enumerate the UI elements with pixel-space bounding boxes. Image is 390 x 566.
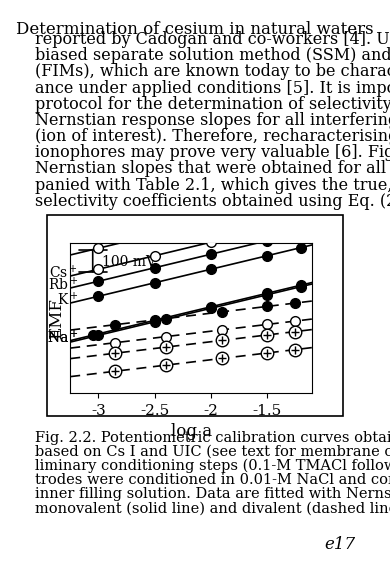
FancyBboxPatch shape — [47, 215, 343, 416]
Text: inner filling solution. Data are fitted with Nernstian response slopes for: inner filling solution. Data are fitted … — [35, 487, 390, 501]
Text: Cs$^+$: Cs$^+$ — [49, 264, 78, 281]
Text: Fig. 2.2. Potentiometric calibration curves obtained for PVC-DOS electrodes: Fig. 2.2. Potentiometric calibration cur… — [35, 430, 390, 444]
Text: 100 mV: 100 mV — [102, 254, 156, 268]
Text: Ca$^{2+}$: Ca$^{2+}$ — [0, 565, 1, 566]
Text: Ba$^{2+}$: Ba$^{2+}$ — [0, 565, 1, 566]
Text: biased separate solution method (SSM) and fixed interference methods: biased separate solution method (SSM) an… — [35, 47, 390, 64]
Text: ance under applied conditions [5]. It is important to point out that a: ance under applied conditions [5]. It is… — [35, 79, 390, 96]
Text: Rb$^+$: Rb$^+$ — [48, 276, 78, 293]
Text: reported by Cadogan and co-workers [4]. Unfortunately, they used the: reported by Cadogan and co-workers [4]. … — [35, 31, 390, 48]
Text: (ion of interest). Therefore, recharacterising and reevaluating existing: (ion of interest). Therefore, recharacte… — [35, 128, 390, 145]
Text: Li$^+$: Li$^+$ — [0, 565, 1, 566]
Text: monovalent (solid line) and divalent (dashed line) ions, respectively.: monovalent (solid line) and divalent (da… — [35, 501, 390, 515]
Text: trodes were conditioned in 0.01-M NaCl and contained 0.01-M NaCl as the: trodes were conditioned in 0.01-M NaCl a… — [35, 473, 390, 487]
Text: Sr$^{2+}$: Sr$^{2+}$ — [0, 565, 1, 566]
Text: Na$^+$: Na$^+$ — [46, 328, 78, 345]
Text: Nernstian response slopes for all interfering ions and for the primary ion: Nernstian response slopes for all interf… — [35, 112, 390, 128]
Text: based on Cs I and UIC (see text for membrane composition). After the pre-: based on Cs I and UIC (see text for memb… — [35, 444, 390, 458]
Text: Mg$^{2+}$: Mg$^{2+}$ — [0, 565, 1, 566]
X-axis label: log a: log a — [170, 423, 212, 440]
Text: K$^+$: K$^+$ — [57, 291, 78, 308]
Text: Na$^+$: Na$^+$ — [46, 328, 78, 345]
Text: panied with Table 2.1, which gives the true, unbiased values for the: panied with Table 2.1, which gives the t… — [35, 177, 390, 193]
Text: liminary conditioning steps (0.1-M TMACl followed by 0.1-M LiOH), the elec-: liminary conditioning steps (0.1-M TMACl… — [35, 458, 390, 473]
Text: (FIMs), which are known today to be characteristic of an ISE’s perform-: (FIMs), which are known today to be char… — [35, 63, 390, 80]
Text: Determination of cesium in natural waters: Determination of cesium in natural water… — [16, 21, 374, 38]
Y-axis label: EMF: EMF — [48, 298, 65, 339]
Text: e17: e17 — [324, 535, 355, 552]
Text: Nernstian slopes that were obtained for all ions evaluated. It is accom-: Nernstian slopes that were obtained for … — [35, 160, 390, 177]
Text: protocol for the determination of selectivity coefficients must provide: protocol for the determination of select… — [35, 96, 390, 113]
Text: selectivity coefficients obtained using Eq. (2.7) from Section 2.4.6.1 of: selectivity coefficients obtained using … — [35, 192, 390, 209]
Text: ionophores may prove very valuable [6]. Figure 2.2 demonstrates the: ionophores may prove very valuable [6]. … — [35, 144, 390, 161]
